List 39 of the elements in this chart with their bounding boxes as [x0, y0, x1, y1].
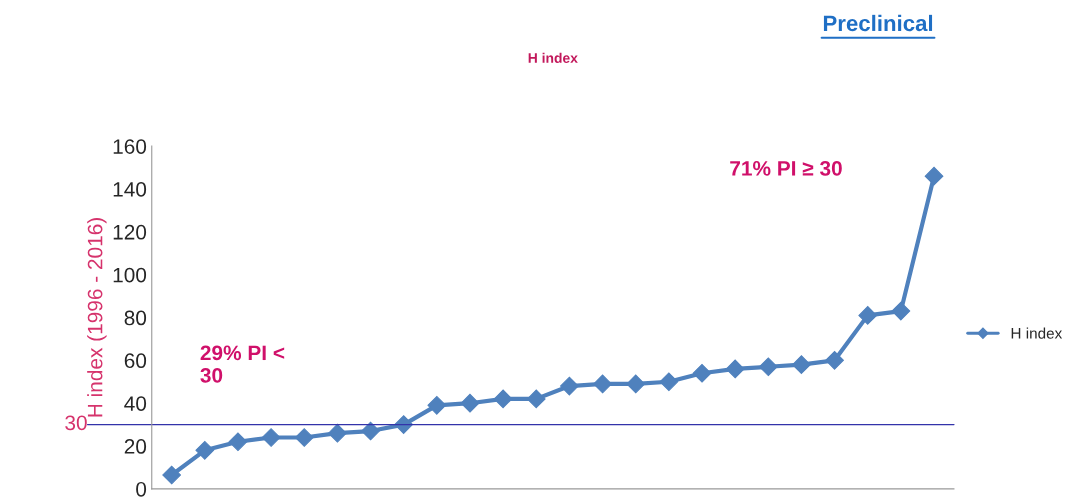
chart-title: H index [528, 52, 578, 63]
y-tick-label: 0 [136, 481, 147, 497]
point [659, 372, 679, 392]
y-axis-title: H index (1996 - 2016) [87, 218, 107, 417]
y-tick-label: 120 [113, 224, 147, 240]
y-tick-label: 140 [113, 182, 147, 197]
legend-label: H index [1011, 327, 1063, 339]
point [162, 465, 182, 485]
y-tick-label: 60 [124, 353, 147, 369]
point [560, 376, 579, 396]
point [261, 428, 281, 447]
point [891, 301, 911, 321]
point [725, 359, 745, 379]
point [195, 440, 215, 460]
point [460, 393, 480, 413]
point [593, 374, 612, 394]
point [758, 357, 778, 377]
point [626, 374, 646, 394]
annotation: 71% PI ≥ 30 [730, 160, 842, 176]
point [294, 428, 314, 447]
point [361, 421, 380, 441]
y-tick-label: 40 [124, 396, 147, 411]
point [228, 432, 248, 452]
ref-line-label: 30 [65, 415, 87, 431]
point [526, 389, 546, 409]
text: Preclinical [823, 14, 933, 32]
y-tick-label: 100 [113, 267, 147, 283]
y-tick-label: 160 [113, 139, 147, 154]
annotation: 29% PI < 30 [200, 345, 285, 383]
point [692, 363, 712, 383]
point [858, 306, 878, 325]
point [792, 355, 811, 374]
point [825, 351, 844, 370]
y-tick-label: 80 [124, 310, 147, 326]
point [427, 395, 447, 415]
y-tick-label: 20 [124, 439, 147, 454]
point [328, 423, 347, 443]
point [493, 389, 513, 409]
point [924, 166, 944, 186]
